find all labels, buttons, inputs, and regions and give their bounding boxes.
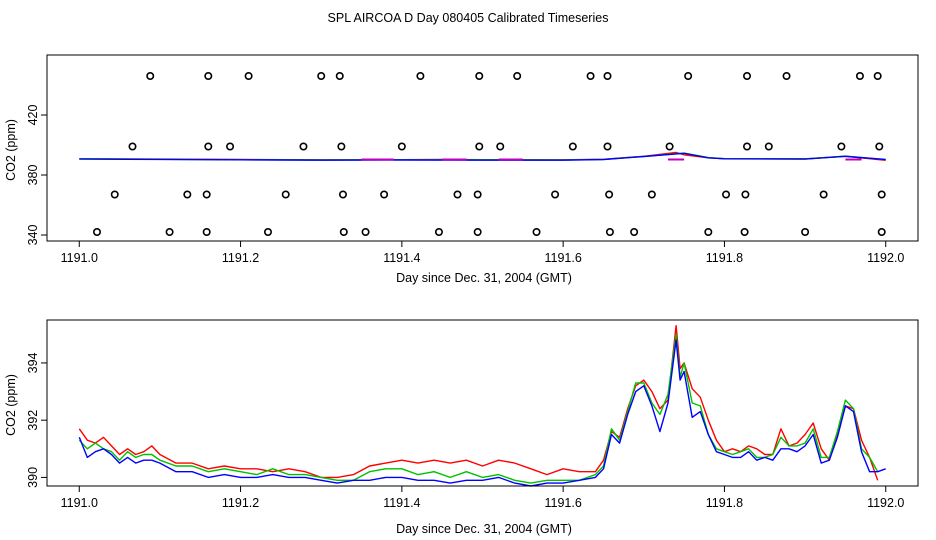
top-scatter-point (665, 142, 674, 151)
top-scatter-point (281, 190, 290, 199)
top-x-tick-label: 1191.8 (706, 251, 743, 265)
top-scatter-point (704, 228, 713, 237)
top-x-axis-label: Day since Dec. 31, 2004 (GMT) (396, 271, 572, 285)
top-scatter-point (473, 190, 482, 199)
top-scatter-point (877, 190, 886, 199)
top-scatter-point (299, 142, 308, 151)
bottom-series-green (78, 333, 879, 484)
top-scatter-point (475, 72, 484, 81)
bottom-series-blue (78, 339, 886, 487)
bottom-series-red (78, 325, 879, 481)
top-scatter-point (335, 72, 344, 81)
top-scatter-point (801, 228, 810, 237)
top-scatter-point (551, 190, 560, 199)
top-x-tick-label: 1191.4 (383, 251, 420, 265)
top-scatter-point (875, 142, 884, 151)
top-scatter-point (586, 72, 595, 81)
top-scatter-point (603, 142, 612, 151)
top-x-tick-label: 1191.2 (222, 251, 259, 265)
bottom-y-axis-label: CO2 (ppm) (4, 374, 18, 436)
top-panel: 1191.0 1191.2 1191.4 1191.6 1191.8 1192.0 340 3… (4, 54, 919, 285)
top-scatter-point (93, 228, 102, 237)
top-scatter-point (743, 142, 752, 151)
top-scatter-point (204, 72, 213, 81)
top-scatter-point (532, 228, 541, 237)
top-scatter-point (496, 142, 505, 151)
top-scatter-point (740, 228, 749, 237)
top-x-tick-label: 1191.6 (544, 251, 581, 265)
top-scatter-point (475, 142, 484, 151)
top-scatter-point (110, 190, 119, 199)
top-scatter-point (416, 72, 425, 81)
bottom-x-tick-label: 1191.6 (544, 496, 581, 510)
top-scatter-point (513, 72, 522, 81)
top-scatter-point (819, 190, 828, 199)
top-scatter-point (722, 190, 731, 199)
top-scatter-point (873, 72, 882, 81)
bottom-x-tick-label: 1191.0 (61, 496, 98, 510)
top-scatter-point (226, 142, 235, 151)
top-y-tick-label: 340 (26, 225, 40, 246)
top-scatter-point (877, 228, 886, 237)
top-scatter-point (183, 190, 192, 199)
top-scatter-point (397, 142, 406, 151)
top-scatter-point (337, 142, 346, 151)
top-scatter-point (339, 228, 348, 237)
top-scatter-point (146, 72, 155, 81)
top-scatter-point (684, 72, 693, 81)
bottom-plot-frame (46, 319, 919, 487)
top-y-tick-label: 380 (26, 165, 40, 186)
top-scatter-point (741, 190, 750, 199)
top-series-blue (79, 152, 886, 161)
bottom-y-tick-label: 392 (26, 410, 40, 431)
top-scatter-point (764, 142, 773, 151)
bottom-x-tick-label: 1191.8 (706, 496, 743, 510)
top-scatter-point (202, 190, 211, 199)
top-y-axis-label: CO2 (ppm) (4, 119, 18, 181)
top-axes: 1191.0 1191.2 1191.4 1191.6 1191.8 1192.0 340 3… (26, 105, 904, 265)
top-scatter-point (837, 142, 846, 151)
top-scatter-point (473, 228, 482, 237)
top-y-tick-label: 420 (26, 105, 40, 126)
bottom-plot-marks (78, 325, 886, 487)
bottom-x-tick-label: 1191.4 (383, 496, 420, 510)
bottom-x-axis-label: Day since Dec. 31, 2004 (GMT) (396, 522, 572, 536)
bottom-x-tick-label: 1192.0 (867, 496, 904, 510)
top-scatter-point (855, 72, 864, 81)
top-scatter-point (568, 142, 577, 151)
bottom-axes: 1191.0 1191.2 1191.4 1191.6 1191.8 1192.0 390 3… (26, 352, 904, 510)
figure-title: SPL AIRCOA D Day 080405 Calibrated Times… (328, 11, 609, 25)
top-scatter-point (165, 228, 174, 237)
top-scatter-point (743, 72, 752, 81)
top-plot-marks (79, 72, 886, 237)
top-scatter-point (453, 190, 462, 199)
top-scatter-point (630, 228, 639, 237)
top-x-tick-label: 1191.0 (61, 251, 98, 265)
top-scatter-point (434, 228, 443, 237)
top-scatter-point (605, 228, 614, 237)
bottom-y-tick-label: 394 (26, 352, 40, 373)
top-x-tick-label: 1192.0 (867, 251, 904, 265)
top-scatter-point (361, 228, 370, 237)
bottom-panel: 1191.0 1191.2 1191.4 1191.6 1191.8 1192.0 390 3… (4, 319, 919, 536)
bottom-y-tick-label: 390 (26, 467, 40, 488)
top-scatter-point (338, 190, 347, 199)
top-scatter-point (782, 72, 791, 81)
top-scatter-point (128, 142, 137, 151)
top-plot-frame (46, 54, 919, 242)
top-scatter-point (605, 190, 614, 199)
top-scatter-point (603, 72, 612, 81)
top-scatter-point (204, 142, 213, 151)
bottom-x-tick-label: 1191.2 (222, 496, 259, 510)
top-scatter-point (380, 190, 389, 199)
top-scatter-point (244, 72, 253, 81)
top-scatter-point (317, 72, 326, 81)
top-scatter-point (647, 190, 656, 199)
top-scatter-point (263, 228, 272, 237)
top-scatter-point (202, 228, 211, 237)
